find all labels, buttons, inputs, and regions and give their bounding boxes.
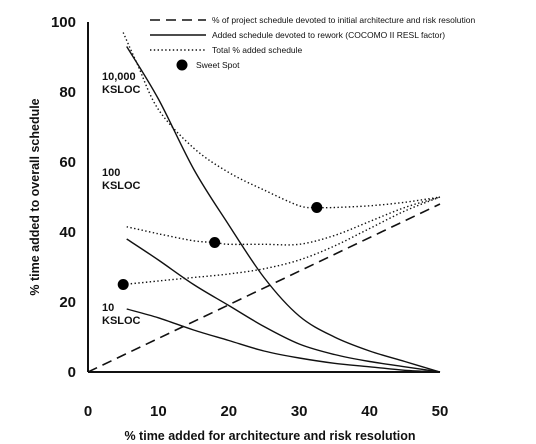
x-tick-label: 10 bbox=[150, 403, 167, 420]
solid-series-line bbox=[126, 308, 441, 373]
legend: % of project schedule devoted to initial… bbox=[150, 15, 475, 71]
sweet-spot-marker bbox=[209, 237, 221, 248]
x-tick-label: 50 bbox=[432, 403, 449, 420]
dotted-series-line bbox=[122, 32, 441, 209]
size-label: 10 KSLOC bbox=[102, 302, 141, 327]
sweet-spot-markers bbox=[117, 202, 323, 290]
legend-marker bbox=[176, 59, 188, 71]
series-layer bbox=[87, 32, 441, 373]
x-tick-label: 40 bbox=[361, 403, 378, 420]
y-tick-label: 60 bbox=[59, 154, 76, 171]
legend-label: Added schedule devoted to rework (COCOMO… bbox=[212, 30, 445, 40]
y-tick-label: 100 bbox=[51, 14, 76, 31]
x-tick-labels: 0 10 20 30 40 50 bbox=[84, 403, 449, 420]
x-tick-label: 0 bbox=[84, 403, 92, 420]
y-tick-labels: 0 20 40 60 80 100 bbox=[51, 14, 76, 381]
size-label: 10,000 KSLOC bbox=[102, 71, 141, 96]
legend-label: Total % added schedule bbox=[212, 45, 303, 55]
size-label: 100 KSLOC bbox=[102, 167, 141, 192]
solid-series-line bbox=[126, 238, 441, 373]
legend-label: Sweet Spot bbox=[196, 60, 240, 70]
x-tick-label: 20 bbox=[220, 403, 237, 420]
solid-series-line bbox=[126, 46, 441, 373]
axes bbox=[87, 22, 440, 373]
dotted-series-line bbox=[126, 196, 441, 246]
sweet-spot-marker bbox=[311, 202, 323, 213]
dotted-series-line bbox=[123, 196, 441, 286]
y-tick-label: 80 bbox=[59, 84, 76, 101]
y-tick-label: 0 bbox=[68, 364, 76, 381]
sweet-spot-marker bbox=[117, 279, 129, 290]
y-tick-label: 20 bbox=[59, 294, 76, 311]
y-axis-label: % time added to overall schedule bbox=[28, 98, 42, 295]
size-labels: 10,000 KSLOC 100 KSLOC 10 KSLOC bbox=[102, 71, 141, 327]
y-tick-label: 40 bbox=[59, 224, 76, 241]
dashed-series-line bbox=[87, 203, 441, 373]
x-axis-label: % time added for architecture and risk r… bbox=[124, 429, 415, 443]
x-tick-label: 30 bbox=[291, 403, 308, 420]
legend-label: % of project schedule devoted to initial… bbox=[212, 15, 475, 25]
